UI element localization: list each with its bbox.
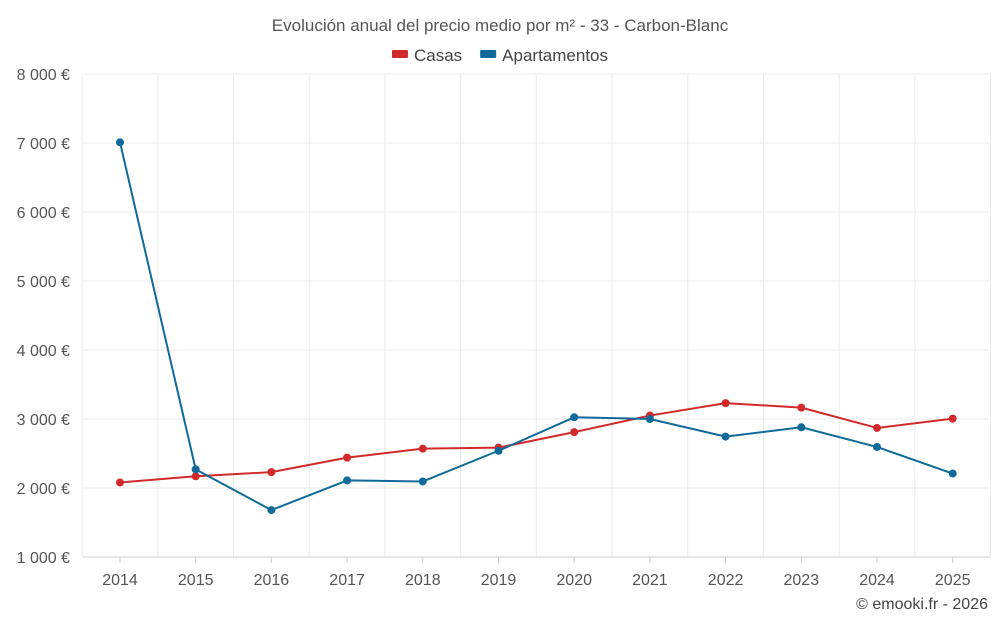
y-tick-label: 6 000 € xyxy=(17,205,70,222)
data-point-apartamentos[interactable] xyxy=(343,476,352,485)
data-point-casas[interactable] xyxy=(873,423,881,432)
legend-item-casas[interactable]: Casas xyxy=(391,46,462,65)
chart-title: Evolución anual del precio medio por m² … xyxy=(272,16,729,35)
data-point-apartamentos[interactable] xyxy=(873,442,881,451)
x-tick-label: 2023 xyxy=(784,572,820,589)
data-point-casas[interactable] xyxy=(797,403,806,412)
copyright-footer: © emooki.fr - 2026 xyxy=(856,596,988,613)
data-point-casas[interactable] xyxy=(948,414,957,423)
data-point-apartamentos[interactable] xyxy=(116,138,124,147)
data-point-apartamentos[interactable] xyxy=(948,469,957,478)
x-tick-label: 2024 xyxy=(859,572,895,589)
legend-label: Casas xyxy=(414,46,462,65)
x-tick-label: 2022 xyxy=(708,572,744,589)
legend-swatch xyxy=(480,50,497,58)
y-tick-label: 1 000 € xyxy=(17,550,70,567)
data-point-casas[interactable] xyxy=(343,453,352,462)
data-point-apartamentos[interactable] xyxy=(797,423,806,432)
data-point-casas[interactable] xyxy=(721,399,730,408)
series-line-casas xyxy=(119,402,953,484)
data-point-casas[interactable] xyxy=(267,468,276,477)
data-point-apartamentos[interactable] xyxy=(721,432,730,441)
x-tick-label: 2021 xyxy=(632,572,668,589)
x-tick-label: 2014 xyxy=(102,572,138,589)
y-tick-label: 7 000 € xyxy=(17,136,70,153)
y-tick-label: 8 000 € xyxy=(17,67,70,84)
x-tick-label: 2018 xyxy=(405,572,441,589)
x-tick-label: 2020 xyxy=(556,572,592,589)
series-line-apartamentos xyxy=(119,142,954,512)
y-tick-label: 4 000 € xyxy=(17,343,70,360)
data-point-apartamentos[interactable] xyxy=(570,413,579,422)
legend-label: Apartamentos xyxy=(502,46,608,65)
legend: Casas Apartamentos xyxy=(391,46,608,65)
data-point-apartamentos[interactable] xyxy=(418,477,427,486)
data-point-casas[interactable] xyxy=(191,472,200,481)
data-point-apartamentos[interactable] xyxy=(494,446,503,455)
data-point-apartamentos[interactable] xyxy=(191,465,200,474)
data-point-apartamentos[interactable] xyxy=(267,506,276,515)
data-point-casas[interactable] xyxy=(418,444,427,453)
x-tick-label: 2025 xyxy=(935,572,971,589)
legend-swatch xyxy=(391,50,408,58)
x-tick-label: 2017 xyxy=(329,572,365,589)
data-point-casas[interactable] xyxy=(116,478,124,487)
x-axis: 2014 2015 2016 2017 2018 2019 2020 2021 2022 2023… xyxy=(83,556,990,589)
x-tick-label: 2019 xyxy=(481,572,517,589)
x-tick-label: 2015 xyxy=(178,572,214,589)
data-point-apartamentos[interactable] xyxy=(645,415,654,423)
data-point-casas[interactable] xyxy=(570,428,579,437)
grid xyxy=(81,73,992,557)
legend-item-apartamentos[interactable]: Apartamentos xyxy=(480,46,608,65)
y-axis: 1 000 € 2 000 € 3 000 € 4 000 € 5 000 € 6 000… xyxy=(17,67,70,567)
y-tick-label: 2 000 € xyxy=(17,481,70,498)
y-tick-label: 5 000 € xyxy=(17,274,70,291)
x-tick-label: 2016 xyxy=(254,572,290,589)
series-layer xyxy=(116,138,957,515)
y-tick-label: 3 000 € xyxy=(17,412,70,429)
